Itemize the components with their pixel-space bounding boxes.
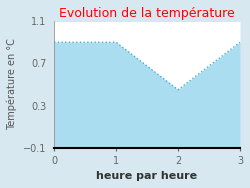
X-axis label: heure par heure: heure par heure [96, 171, 198, 181]
Title: Evolution de la température: Evolution de la température [59, 7, 235, 20]
Y-axis label: Température en °C: Température en °C [7, 39, 18, 130]
